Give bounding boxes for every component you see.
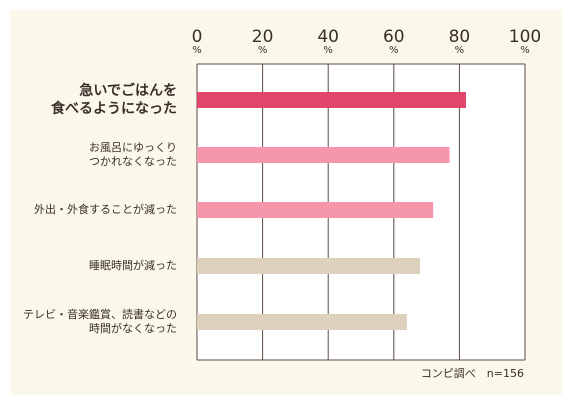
category-label-5: テレビ・音楽鑑賞、読書などの 時間がなくなった xyxy=(23,308,177,335)
x-tick-unit: % xyxy=(520,45,530,56)
x-tick-label: 0% xyxy=(177,28,217,56)
x-tick-unit: % xyxy=(389,45,399,56)
bar-2 xyxy=(197,147,450,163)
x-tick-number: 60 xyxy=(382,27,405,47)
x-tick-label: 60% xyxy=(374,28,414,56)
x-tick-label: 40% xyxy=(308,28,348,56)
x-tick-label: 100% xyxy=(505,28,545,56)
category-label-3: 外出・外食することが減った xyxy=(34,203,177,216)
category-label-2: お風呂にゆっくり つかれなくなった xyxy=(89,141,177,168)
category-label-1: 急いでごはんを 食べるようになった xyxy=(51,83,177,118)
x-tick-unit: % xyxy=(454,45,465,56)
bar-chart xyxy=(196,63,526,361)
bar-5 xyxy=(197,314,407,330)
x-tick-number: 0 xyxy=(191,27,203,47)
x-tick-label: 20% xyxy=(243,28,283,56)
bar-4 xyxy=(197,258,421,274)
x-tick-number: 20 xyxy=(251,27,274,47)
x-tick-unit: % xyxy=(192,45,202,56)
bar-1 xyxy=(197,92,466,108)
bar-3 xyxy=(197,202,434,218)
x-tick-unit: % xyxy=(323,45,333,56)
x-tick-number: 80 xyxy=(448,27,471,47)
x-tick-number: 100 xyxy=(508,27,542,47)
category-label-4: 睡眠時間が減った xyxy=(89,259,177,272)
chart-panel: 0% 20% 40% 60% 80% 100% 急いでごはんを 食べるようになった お風呂に… xyxy=(10,10,562,395)
source-note: コンピ調べ n=156 xyxy=(420,367,524,380)
x-tick-number: 40 xyxy=(317,27,339,47)
x-tick-label: 80% xyxy=(439,28,479,56)
x-tick-unit: % xyxy=(257,45,268,56)
